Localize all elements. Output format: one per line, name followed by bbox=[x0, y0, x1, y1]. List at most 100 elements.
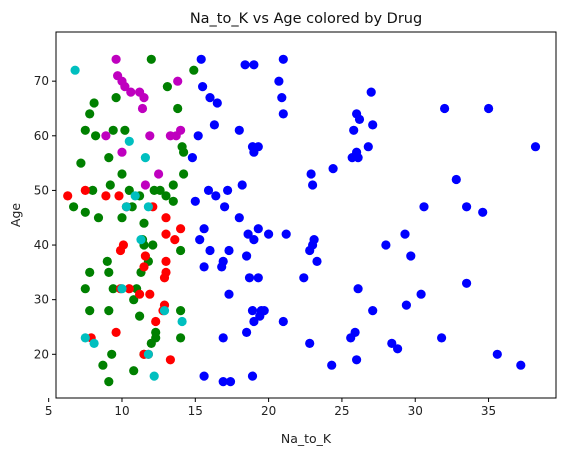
data-point bbox=[299, 273, 309, 283]
data-point bbox=[80, 284, 90, 294]
data-point bbox=[218, 333, 228, 343]
data-point bbox=[139, 218, 149, 228]
data-point bbox=[225, 377, 236, 387]
data-point bbox=[400, 229, 410, 239]
data-point bbox=[212, 98, 222, 108]
data-point bbox=[85, 306, 95, 316]
y-tick-label: 60 bbox=[34, 129, 49, 143]
data-point bbox=[176, 306, 186, 316]
data-point bbox=[145, 131, 155, 141]
data-point bbox=[139, 93, 149, 103]
data-point bbox=[255, 311, 265, 321]
data-point bbox=[135, 311, 145, 321]
data-point bbox=[249, 235, 259, 245]
data-point bbox=[151, 316, 161, 327]
data-point bbox=[140, 251, 150, 261]
data-point bbox=[89, 98, 99, 108]
data-point bbox=[437, 333, 447, 343]
data-point bbox=[277, 93, 287, 103]
data-point bbox=[176, 333, 186, 343]
data-point bbox=[173, 76, 183, 86]
data-point bbox=[247, 306, 258, 316]
data-point bbox=[278, 54, 288, 64]
data-point bbox=[80, 125, 90, 135]
data-point bbox=[179, 147, 189, 157]
data-point bbox=[130, 191, 140, 201]
data-point bbox=[162, 82, 172, 92]
data-point bbox=[114, 191, 124, 201]
data-point bbox=[165, 355, 175, 365]
data-point bbox=[237, 180, 247, 190]
data-point bbox=[63, 191, 73, 201]
x-tick-label: 30 bbox=[408, 404, 423, 418]
data-point bbox=[159, 273, 170, 283]
data-point bbox=[278, 316, 288, 327]
data-point bbox=[484, 103, 494, 114]
data-point bbox=[108, 125, 118, 135]
data-point bbox=[278, 109, 288, 119]
data-point bbox=[136, 235, 146, 245]
data-point bbox=[117, 169, 127, 179]
data-point bbox=[199, 224, 209, 234]
data-point bbox=[137, 103, 148, 114]
data-point bbox=[199, 371, 209, 381]
data-point bbox=[349, 125, 359, 135]
data-point bbox=[154, 169, 164, 179]
data-point bbox=[530, 142, 541, 152]
data-point bbox=[149, 371, 159, 381]
data-point bbox=[111, 327, 121, 337]
data-point bbox=[253, 142, 263, 152]
data-point bbox=[462, 278, 472, 288]
data-point bbox=[199, 262, 209, 272]
data-point bbox=[224, 289, 234, 299]
data-point bbox=[161, 256, 171, 266]
data-point bbox=[234, 213, 244, 223]
data-point bbox=[129, 366, 139, 376]
data-point bbox=[151, 333, 161, 343]
data-point bbox=[347, 153, 357, 163]
data-point bbox=[274, 76, 284, 86]
data-point bbox=[179, 169, 189, 179]
data-point bbox=[108, 284, 118, 294]
x-axis-label: Na_to_K bbox=[281, 431, 332, 446]
data-point bbox=[159, 306, 170, 316]
x-tick-label: 15 bbox=[188, 404, 203, 418]
data-point bbox=[70, 65, 80, 75]
data-point bbox=[249, 60, 259, 70]
data-point bbox=[69, 202, 79, 212]
data-point bbox=[220, 202, 230, 212]
data-point bbox=[440, 103, 450, 114]
data-point bbox=[492, 349, 502, 359]
data-point bbox=[80, 185, 90, 195]
data-point bbox=[104, 306, 114, 316]
data-point bbox=[368, 306, 378, 316]
data-point bbox=[451, 174, 461, 185]
data-point bbox=[129, 295, 139, 305]
data-point bbox=[393, 344, 403, 354]
data-point bbox=[354, 114, 365, 124]
data-point bbox=[516, 360, 526, 370]
data-point bbox=[120, 82, 130, 92]
data-point bbox=[143, 202, 153, 212]
data-point bbox=[105, 180, 115, 190]
data-point bbox=[305, 338, 315, 348]
data-point bbox=[381, 240, 391, 250]
data-point bbox=[203, 185, 214, 195]
data-point bbox=[118, 240, 128, 250]
data-point bbox=[168, 180, 178, 190]
data-point bbox=[462, 202, 472, 212]
data-point bbox=[124, 284, 134, 294]
data-point bbox=[111, 54, 121, 64]
data-point bbox=[189, 65, 199, 75]
data-point bbox=[306, 169, 316, 179]
data-point bbox=[85, 109, 95, 119]
data-point bbox=[234, 125, 244, 135]
data-point bbox=[161, 191, 171, 201]
data-point bbox=[145, 289, 155, 299]
data-point bbox=[98, 360, 108, 370]
data-point bbox=[176, 245, 186, 256]
data-point bbox=[218, 256, 228, 266]
data-point bbox=[244, 273, 255, 283]
